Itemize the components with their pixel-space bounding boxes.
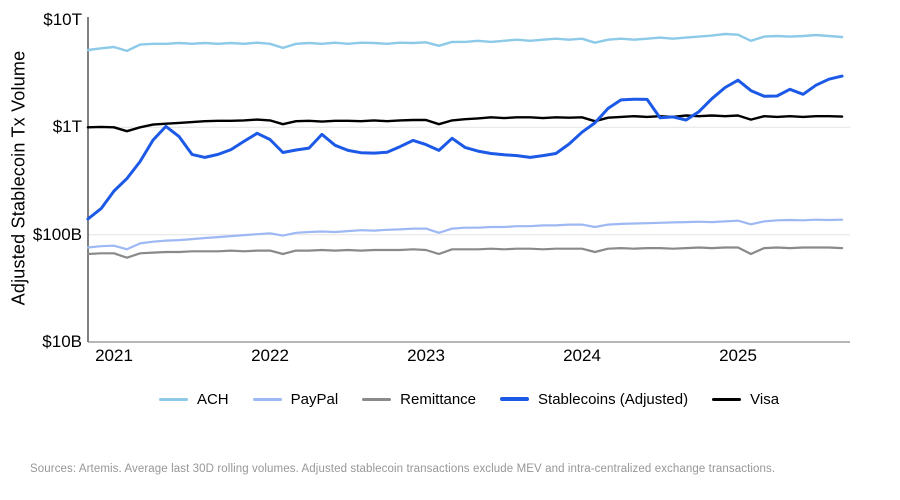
x-tick-2021: 2021 xyxy=(95,346,133,365)
legend: ACH PayPal Remittance Stablecoins (Adjus… xyxy=(38,388,900,410)
x-tick-2025: 2025 xyxy=(719,346,757,365)
y-tick-1t: $1T xyxy=(52,117,82,136)
y-tick-10t: $10T xyxy=(43,10,82,29)
legend-label: Stablecoins (Adjusted) xyxy=(538,390,689,408)
legend-item-paypal[interactable]: PayPal xyxy=(252,390,339,408)
series-line-visa xyxy=(86,114,844,133)
legend-item-stablecoins[interactable]: Stablecoins (Adjusted) xyxy=(500,391,688,408)
series-line-remittance xyxy=(86,246,844,259)
legend-item-remittance[interactable]: Remittance xyxy=(362,391,476,408)
legend-label: PayPal xyxy=(290,390,339,408)
source-note: Sources: Artemis. Average last 30D rolli… xyxy=(30,463,776,475)
series-line-ach xyxy=(86,32,844,53)
x-tick-2023: 2023 xyxy=(407,346,445,365)
stablecoins-line-swatch xyxy=(500,397,530,401)
ach-line-swatch xyxy=(158,397,188,401)
y-tick-10b: $10B xyxy=(42,332,82,351)
legend-item-visa[interactable]: Visa xyxy=(712,391,779,408)
series-line-paypal xyxy=(86,218,844,251)
legend-item-ach[interactable]: ACH xyxy=(158,390,229,408)
legend-label: Visa xyxy=(750,390,780,408)
x-tick-2024: 2024 xyxy=(563,346,601,365)
visa-line-swatch xyxy=(712,397,742,401)
remittance-line-swatch xyxy=(362,397,392,401)
x-tick-2022: 2022 xyxy=(251,346,289,365)
y-axis-title: Adjusted Stablecoin Tx Volume xyxy=(8,50,29,306)
series-line-stablecoins-adjusted xyxy=(86,74,844,221)
paypal-line-swatch xyxy=(252,397,282,401)
y-tick-100b: $100B xyxy=(32,225,82,244)
legend-label: Remittance xyxy=(400,390,477,408)
legend-label: ACH xyxy=(196,390,229,408)
